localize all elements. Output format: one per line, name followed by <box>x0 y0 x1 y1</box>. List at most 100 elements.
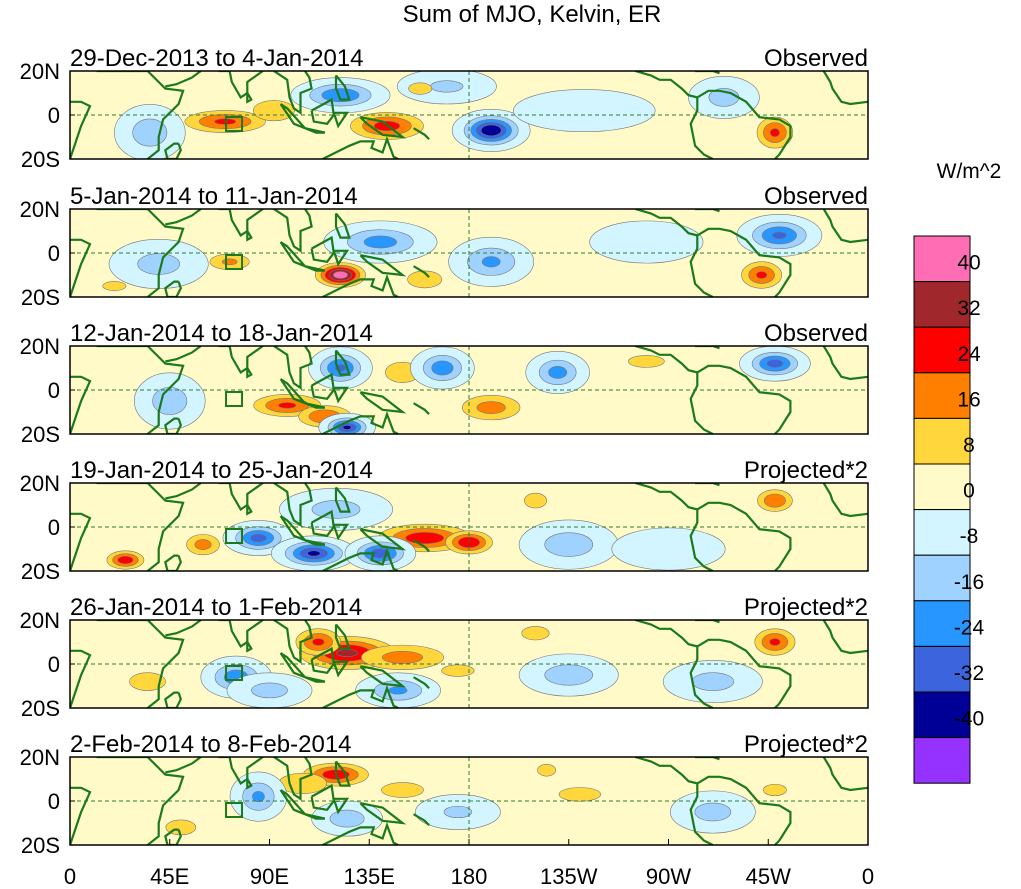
y-tick-label: 20S <box>21 147 60 172</box>
anomaly-contour <box>441 664 475 677</box>
anomaly-cell <box>290 77 391 114</box>
x-tick-label: 135W <box>540 864 598 889</box>
colorbar-tick-label: 16 <box>957 388 980 411</box>
coastline <box>332 523 350 541</box>
heatmap-panels: 20N 0 20S 29-Dec-2013 to 4-Jan-2014 Observed… <box>20 45 869 858</box>
colorbar-units: W/m^2 <box>937 160 1002 183</box>
y-tick-label: 0 <box>48 103 60 128</box>
coastline <box>310 235 335 263</box>
anomaly-contour <box>763 783 787 797</box>
y-tick-label: 20N <box>20 745 60 770</box>
y-tick-label: 20N <box>20 608 60 633</box>
anomaly-contour <box>312 638 325 646</box>
coastline <box>822 71 868 106</box>
anomaly-cell <box>106 550 145 570</box>
anomaly-cell <box>344 535 417 571</box>
region-box <box>225 254 244 270</box>
coastline <box>634 346 714 434</box>
coastline <box>332 660 350 678</box>
anomaly-cell <box>323 220 438 264</box>
coastline <box>218 346 264 374</box>
panel-period: 29-Dec-2013 to 4-Jan-2014 <box>70 45 364 72</box>
y-tick-label: 20S <box>21 285 60 310</box>
y-tick-label: 20N <box>20 197 60 222</box>
anomaly-contour <box>521 626 550 641</box>
panel-period: 26-Jan-2014 to 1-Feb-2014 <box>70 594 362 621</box>
anomaly-cell <box>129 672 166 691</box>
anomaly-cell <box>756 116 794 149</box>
panel-period: 19-Jan-2014 to 25-Jan-2014 <box>70 457 373 484</box>
coastline <box>70 512 92 571</box>
coastline <box>822 620 868 655</box>
panel-status: Observed <box>764 320 868 347</box>
coastline <box>359 665 407 688</box>
coastline <box>634 483 714 571</box>
anomaly-cell <box>518 653 619 697</box>
coastline <box>332 386 350 404</box>
coastline <box>246 778 253 790</box>
coastline <box>332 249 350 267</box>
anomaly-contour <box>336 649 359 657</box>
coastline <box>334 349 351 376</box>
anomaly-cell <box>361 644 444 670</box>
y-tick-label: 0 <box>48 515 60 540</box>
anomaly-contour <box>756 271 768 279</box>
coastline <box>96 71 185 159</box>
anomaly-contour <box>250 533 267 543</box>
coastline <box>359 391 407 414</box>
anomaly-contour <box>388 686 408 695</box>
anomaly-contour <box>329 809 365 828</box>
coastline <box>322 410 399 434</box>
anomaly-contour <box>363 235 397 249</box>
panel-status: Projected*2 <box>744 731 868 758</box>
coastline <box>634 209 714 297</box>
colorbar-swatch <box>913 737 971 784</box>
anomaly-cell <box>518 519 619 570</box>
anomaly-contour <box>611 527 726 571</box>
panel-status: Projected*2 <box>744 457 868 484</box>
coastline <box>96 209 185 297</box>
coastline <box>332 797 350 815</box>
colorbar-swatch <box>913 281 971 328</box>
coastline <box>164 691 182 708</box>
anomaly-contour <box>333 271 348 279</box>
x-tick-label: 45E <box>150 864 189 889</box>
anomaly-cell <box>736 213 823 257</box>
coastline <box>96 620 185 708</box>
anomaly-contour <box>524 492 547 509</box>
panel-field <box>70 483 868 571</box>
y-tick-label: 0 <box>48 378 60 403</box>
anomaly-cell <box>108 239 209 289</box>
x-tick-label: 45W <box>746 864 791 889</box>
anomaly-cell <box>521 626 550 641</box>
coastline <box>164 417 182 434</box>
colorbar-swatch <box>913 372 971 419</box>
anomaly-contour <box>405 532 445 544</box>
anomaly-contour <box>558 787 602 802</box>
anomaly-cell <box>669 790 756 834</box>
anomaly-cell <box>589 220 704 264</box>
anomaly-contour <box>221 258 238 266</box>
colorbar-swatch <box>913 463 971 511</box>
coastline <box>822 346 868 381</box>
x-axis: 0 45E 90E 135E 180 135W 90W 45W 0 <box>64 839 874 889</box>
panel-field <box>70 346 868 434</box>
anomaly-cell <box>186 534 220 556</box>
anomaly-cell <box>114 104 186 159</box>
anomaly-contour <box>480 124 502 137</box>
colorbar-swatch <box>913 554 971 602</box>
coastline <box>218 483 264 511</box>
colorbar-swatch <box>913 235 971 283</box>
coastline <box>246 367 253 379</box>
anomaly-contour <box>194 539 212 550</box>
coastline <box>304 265 326 272</box>
anomaly-contour <box>544 532 594 557</box>
coastline <box>359 802 407 825</box>
anomaly-contour <box>443 805 473 819</box>
coastline <box>413 676 430 689</box>
coastline <box>322 821 399 845</box>
coastline <box>695 346 720 350</box>
anomaly-cell <box>381 782 424 798</box>
x-tick-label: 0 <box>862 864 874 889</box>
coastline <box>696 501 792 571</box>
